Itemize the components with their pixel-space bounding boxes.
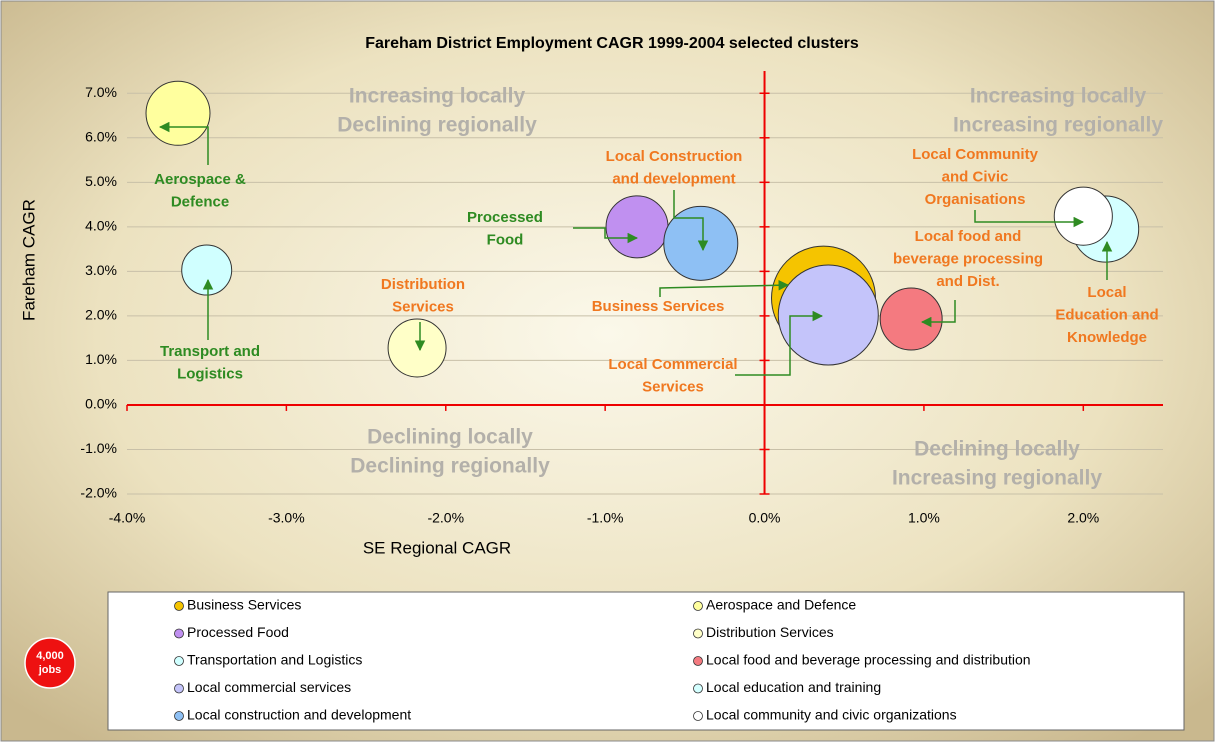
- quadrant-label: Declining locally: [914, 438, 1080, 461]
- quadrant-label: Declining regionally: [337, 114, 537, 137]
- quadrant-label: Declining locally: [367, 426, 533, 449]
- annotation: Food: [487, 231, 524, 248]
- bubble: [387, 318, 447, 378]
- annotation: Education and: [1055, 306, 1158, 323]
- legend-label: Local construction and development: [187, 707, 411, 723]
- chart-title: Fareham District Employment CAGR 1999-20…: [365, 35, 859, 52]
- x-tick-label: 2.0%: [1067, 510, 1099, 526]
- x-tick-label: -1.0%: [587, 510, 624, 526]
- y-tick-label: 3.0%: [85, 262, 117, 278]
- legend-marker: [174, 683, 184, 694]
- legend-box: [107, 591, 1185, 731]
- annotation: Local food and: [915, 228, 1022, 245]
- annotation: Distribution: [381, 276, 465, 293]
- legend-label: Local education and training: [706, 679, 881, 695]
- quadrant-label: Increasing regionally: [953, 114, 1163, 137]
- legend-marker: [693, 601, 703, 611]
- legend-label: Distribution Services: [706, 624, 834, 640]
- bubble: [605, 195, 669, 259]
- legend-marker: [693, 656, 703, 666]
- y-tick-label: -2.0%: [80, 485, 117, 501]
- annotation: Local: [1087, 284, 1126, 301]
- annotation: Defence: [171, 193, 229, 210]
- y-tick-label: -1.0%: [80, 440, 117, 456]
- size-key-unit: jobs: [38, 664, 62, 676]
- annotation: and Civic: [942, 168, 1009, 185]
- quadrant-label: Increasing regionally: [892, 467, 1102, 490]
- legend-label: Local food and beverage processing and d…: [706, 652, 1031, 668]
- annotation: Organisations: [925, 191, 1026, 208]
- y-tick-label: 7.0%: [85, 84, 117, 100]
- annotation: Aerospace &: [154, 171, 246, 188]
- annotation: Processed: [467, 209, 543, 226]
- arrow: [659, 279, 790, 297]
- legend-label: Local commercial services: [187, 679, 351, 695]
- bubble: [145, 80, 211, 146]
- arrow: [974, 210, 1085, 228]
- arrow: [158, 121, 209, 165]
- quadrant-label: Increasing locally: [349, 85, 526, 108]
- annotation: beverage processing: [893, 250, 1043, 267]
- legend-marker: [693, 711, 703, 721]
- quadrant-label: Declining regionally: [350, 455, 550, 478]
- y-tick-label: 4.0%: [85, 218, 117, 234]
- annotation: Services: [392, 298, 454, 315]
- size-key-bubble: [24, 637, 76, 689]
- legend-marker: [174, 628, 184, 639]
- legend-marker: [174, 656, 184, 666]
- size-key-label: 4,000: [36, 650, 64, 662]
- legend-marker: [174, 601, 184, 611]
- legend-label: Aerospace and Defence: [706, 597, 856, 613]
- y-tick-label: 0.0%: [85, 396, 117, 412]
- bubble: [879, 287, 943, 351]
- legend-marker: [174, 711, 184, 721]
- arrow: [673, 190, 709, 252]
- legend-label: Business Services: [187, 597, 301, 613]
- legend-label: Transportation and Logistics: [187, 652, 362, 668]
- annotation: Logistics: [177, 365, 243, 382]
- legend-label: Processed Food: [187, 624, 289, 640]
- annotation: and Dist.: [936, 273, 999, 290]
- y-tick-label: 6.0%: [85, 128, 117, 144]
- legend-marker: [693, 683, 703, 694]
- annotation: Local Commercial: [608, 356, 737, 373]
- arrows: [158, 121, 1113, 376]
- arrow: [573, 227, 639, 244]
- x-tick-label: -2.0%: [427, 510, 464, 526]
- x-axis-title: SE Regional CAGR: [363, 538, 511, 557]
- annotation: Services: [642, 378, 704, 395]
- bubble: [777, 264, 879, 366]
- annotation: and development: [612, 170, 735, 187]
- x-tick-label: 1.0%: [908, 510, 940, 526]
- legend-marker: [693, 628, 703, 639]
- bubble: [181, 244, 233, 296]
- bubble: [1053, 186, 1113, 246]
- x-tick-label: -3.0%: [268, 510, 305, 526]
- arrow: [920, 300, 956, 328]
- annotation: Transport and: [160, 343, 260, 360]
- annotation: Knowledge: [1067, 329, 1147, 346]
- legend-label: Local community and civic organizations: [706, 707, 957, 723]
- x-tick-label: 0.0%: [749, 510, 781, 526]
- annotation: Local Construction: [606, 148, 743, 165]
- annotation: Local Community: [912, 146, 1039, 163]
- arrow: [735, 310, 824, 376]
- y-tick-label: 5.0%: [85, 173, 117, 189]
- annotation: Business Services: [592, 298, 725, 315]
- y-tick-label: 2.0%: [85, 307, 117, 323]
- y-axis-title: Fareham CAGR: [19, 199, 38, 321]
- y-tick-label: 1.0%: [85, 351, 117, 367]
- x-tick-label: -4.0%: [109, 510, 146, 526]
- quadrant-label: Increasing locally: [970, 85, 1147, 108]
